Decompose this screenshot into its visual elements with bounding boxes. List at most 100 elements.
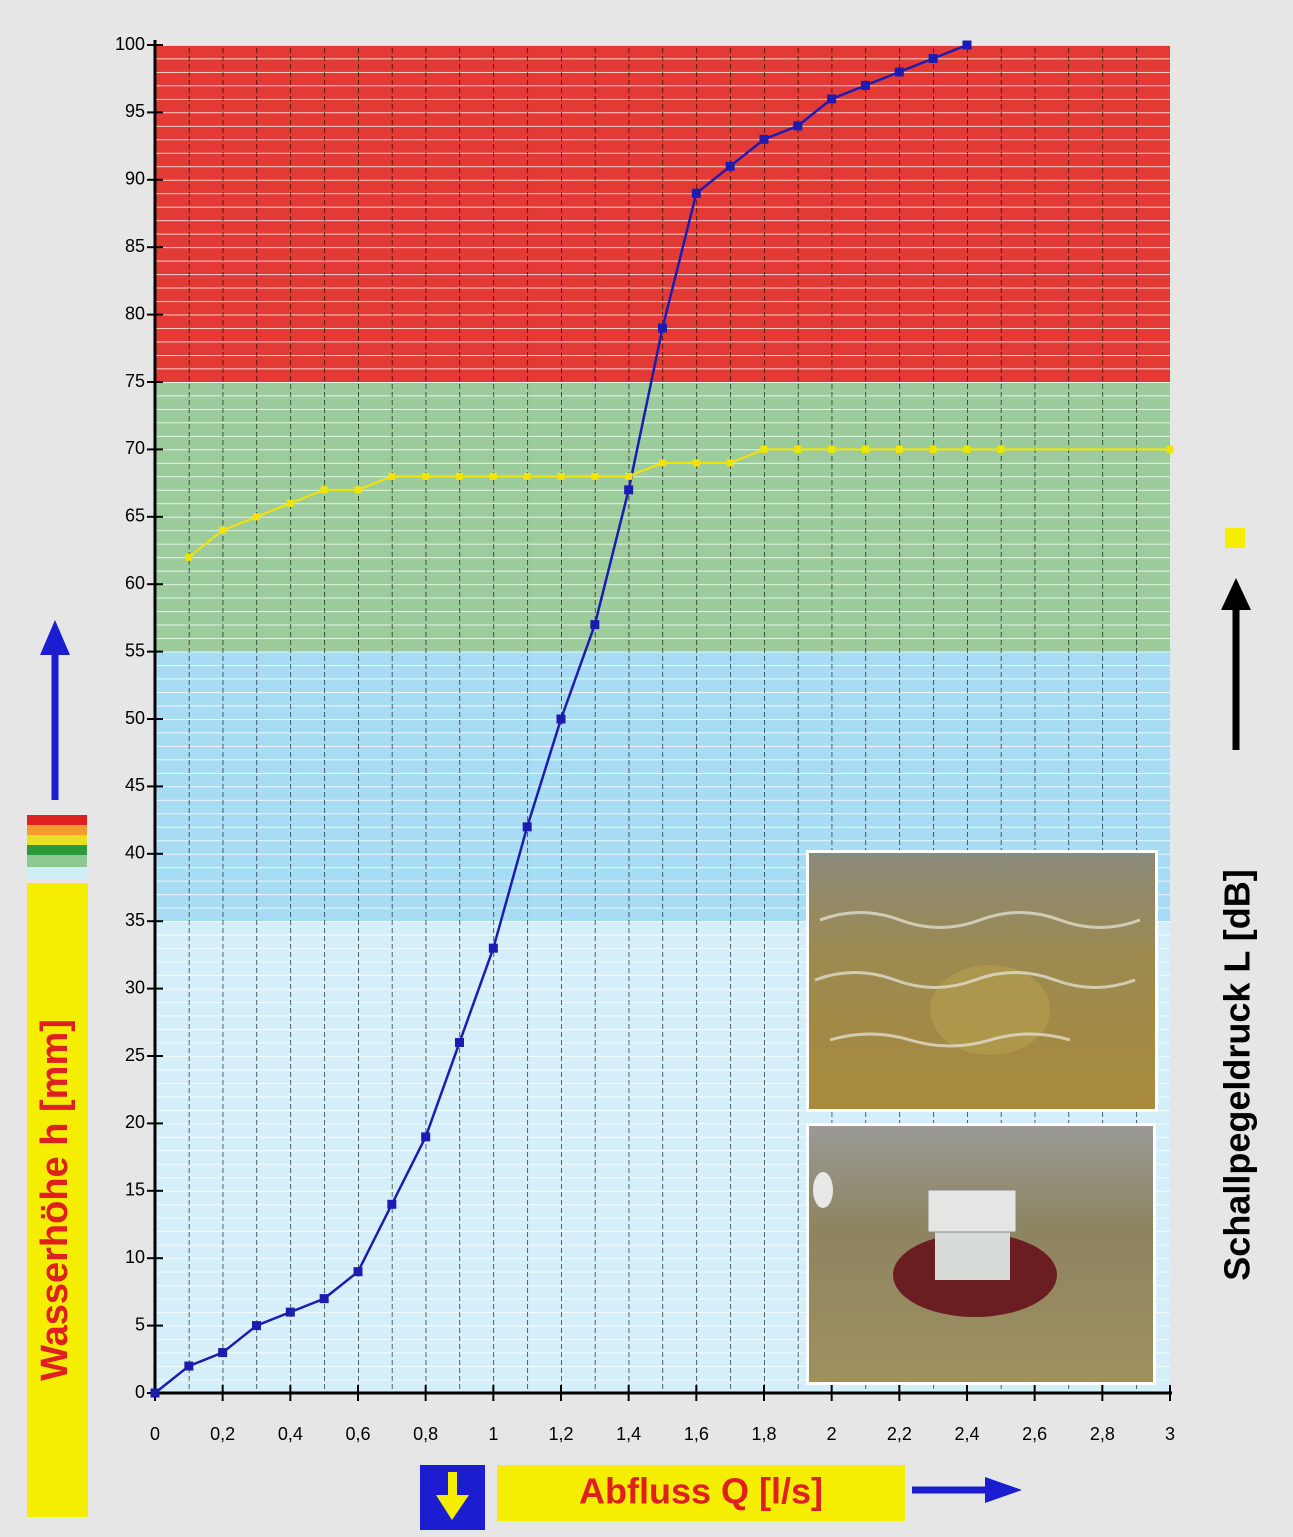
series-marker	[591, 472, 599, 480]
series-marker	[862, 445, 869, 453]
x-tick-label: 0,8	[413, 1424, 438, 1444]
series-marker	[456, 472, 463, 480]
series-marker	[725, 161, 735, 171]
y-tick-label: 50	[125, 708, 145, 728]
y-tick-label: 15	[125, 1180, 145, 1200]
x-tick-label: 2,4	[954, 1424, 979, 1444]
series-marker	[320, 486, 328, 494]
series-marker	[659, 459, 666, 467]
x-tick-label: 3	[1165, 1424, 1175, 1444]
series-marker	[319, 1294, 329, 1304]
x-tick-label: 0,6	[345, 1424, 370, 1444]
photo-bottom	[806, 1123, 1156, 1385]
series-marker	[421, 1132, 431, 1142]
series-marker	[253, 513, 260, 521]
series-marker	[286, 499, 294, 507]
y-tick-label: 30	[125, 977, 145, 997]
y-tick-label: 95	[125, 101, 145, 121]
series-marker	[285, 1307, 295, 1317]
series-marker	[793, 121, 803, 131]
series-marker	[861, 80, 870, 90]
x-tick-label: 2,6	[1022, 1424, 1047, 1444]
series-marker	[590, 620, 600, 630]
series	[150, 40, 1174, 1398]
y-tick-label: 55	[125, 640, 145, 660]
y-tick-label: 20	[125, 1112, 145, 1132]
series-marker	[1166, 445, 1174, 453]
series-marker	[455, 1038, 464, 1048]
y-tick-label: 45	[125, 775, 145, 795]
y2-marker	[1225, 528, 1245, 548]
y-tick-label: 35	[125, 910, 145, 930]
series-marker	[388, 472, 396, 480]
series-marker	[252, 1321, 261, 1331]
y-label-box	[27, 883, 88, 1517]
x-label-box	[497, 1465, 905, 1521]
series-marker	[557, 472, 565, 480]
x-tick-label: 0,4	[278, 1424, 303, 1444]
y-tick-label: 60	[125, 573, 145, 593]
series-marker	[827, 94, 837, 104]
series-marker	[184, 1361, 194, 1371]
series-marker	[963, 445, 971, 453]
series-marker	[997, 445, 1005, 453]
series-marker	[894, 67, 904, 77]
legend-strip	[27, 815, 87, 879]
series-marker	[759, 134, 769, 144]
series-marker	[760, 445, 768, 453]
series-marker	[895, 445, 903, 453]
x-tick-label: 2,2	[887, 1424, 912, 1444]
y-axis-label: Wasserhöhe h [mm]	[34, 1019, 76, 1381]
y-tick-label: 90	[125, 169, 145, 189]
series-marker	[488, 943, 498, 953]
down-arrow-head	[436, 1495, 469, 1520]
down-arrow	[448, 1472, 457, 1497]
y-tick-label: 100	[115, 34, 145, 54]
series-marker	[150, 1388, 160, 1398]
x-tick-label: 1	[488, 1424, 498, 1444]
series-marker	[422, 472, 430, 480]
series-marker	[387, 1199, 397, 1209]
x-tick-label: 2	[827, 1424, 837, 1444]
y-tick-label: 85	[125, 236, 145, 256]
series-marker	[794, 445, 802, 453]
series-marker	[962, 40, 972, 50]
series-marker	[556, 714, 566, 724]
series-marker	[625, 472, 633, 480]
series-marker	[219, 526, 227, 534]
y2-axis-label: Schallpegeldruck L [dB]	[1217, 869, 1258, 1280]
series-marker	[929, 445, 937, 453]
y-tick-label: 25	[125, 1045, 145, 1065]
series-marker	[489, 472, 497, 480]
y-tick-label: 80	[125, 303, 145, 323]
series-marker	[692, 459, 700, 467]
series-marker	[185, 553, 193, 561]
x-tick-label: 0	[150, 1424, 160, 1444]
x-tick-label: 0,2	[210, 1424, 235, 1444]
y-tick-label: 40	[125, 843, 145, 863]
y-tick-label: 5	[135, 1314, 145, 1334]
series-marker	[928, 53, 938, 63]
arrow-head	[40, 620, 70, 655]
series-marker	[828, 445, 836, 453]
y-tick-label: 75	[125, 371, 145, 391]
series-marker	[353, 1267, 363, 1277]
series-marker	[624, 485, 634, 495]
ticks: 0510152025303540455055606570758085909510…	[115, 34, 1175, 1444]
series-marker	[522, 822, 532, 832]
x-tick-label: 1,8	[751, 1424, 776, 1444]
x-tick-label: 1,4	[616, 1424, 641, 1444]
x-tick-label: 1,2	[548, 1424, 573, 1444]
series-marker	[523, 472, 531, 480]
series-marker	[691, 188, 701, 198]
series-marker	[658, 323, 667, 333]
arrow-head	[1221, 578, 1251, 610]
photo-top	[806, 850, 1158, 1112]
x-axis-label: Abfluss Q [l/s]	[579, 1471, 823, 1512]
y-tick-label: 70	[125, 438, 145, 458]
x-tick-label: 1,6	[684, 1424, 709, 1444]
y-tick-label: 65	[125, 506, 145, 526]
series-line	[188, 448, 1170, 559]
